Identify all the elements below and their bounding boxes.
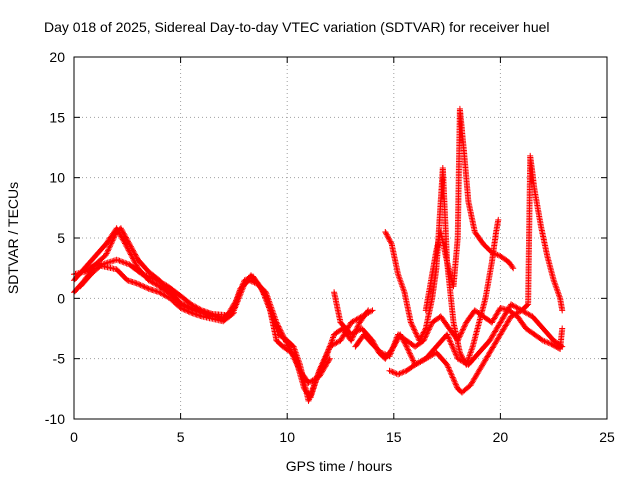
x-tick-label: 10 bbox=[279, 429, 295, 445]
y-tick-label: 5 bbox=[57, 230, 65, 246]
y-tick-label: -5 bbox=[53, 351, 66, 367]
series-track-g bbox=[422, 105, 517, 314]
data-points bbox=[71, 105, 566, 404]
chart-title: Day 018 of 2025, Sidereal Day-to-day VTE… bbox=[44, 19, 550, 35]
y-tick-label: 20 bbox=[49, 49, 65, 65]
y-tick-label: -10 bbox=[45, 411, 65, 427]
x-tick-label: 25 bbox=[599, 429, 615, 445]
y-tick-label: 15 bbox=[49, 109, 65, 125]
y-tick-label: 0 bbox=[57, 290, 65, 306]
series-track-h bbox=[386, 152, 566, 396]
data-point-markers bbox=[77, 256, 333, 386]
x-tick-label: 20 bbox=[493, 429, 509, 445]
plot-frame bbox=[73, 56, 608, 420]
x-tick-label: 0 bbox=[70, 429, 78, 445]
x-tick-label: 5 bbox=[177, 429, 185, 445]
axis-ticks: 0 5 10 15 20 25 -10 -5 0 5 10 15 20 bbox=[45, 49, 615, 445]
data-point-markers bbox=[386, 152, 566, 396]
x-axis-label: GPS time / hours bbox=[286, 458, 393, 474]
y-tick-label: 10 bbox=[49, 170, 65, 186]
data-point-markers bbox=[352, 305, 566, 360]
series-track-d bbox=[77, 256, 333, 386]
grid-lines bbox=[74, 57, 607, 419]
series-track-i bbox=[352, 305, 566, 360]
y-axis-label: SDTVAR / TECUs bbox=[5, 182, 21, 294]
x-tick-label: 15 bbox=[386, 429, 402, 445]
data-point-markers bbox=[422, 105, 517, 314]
